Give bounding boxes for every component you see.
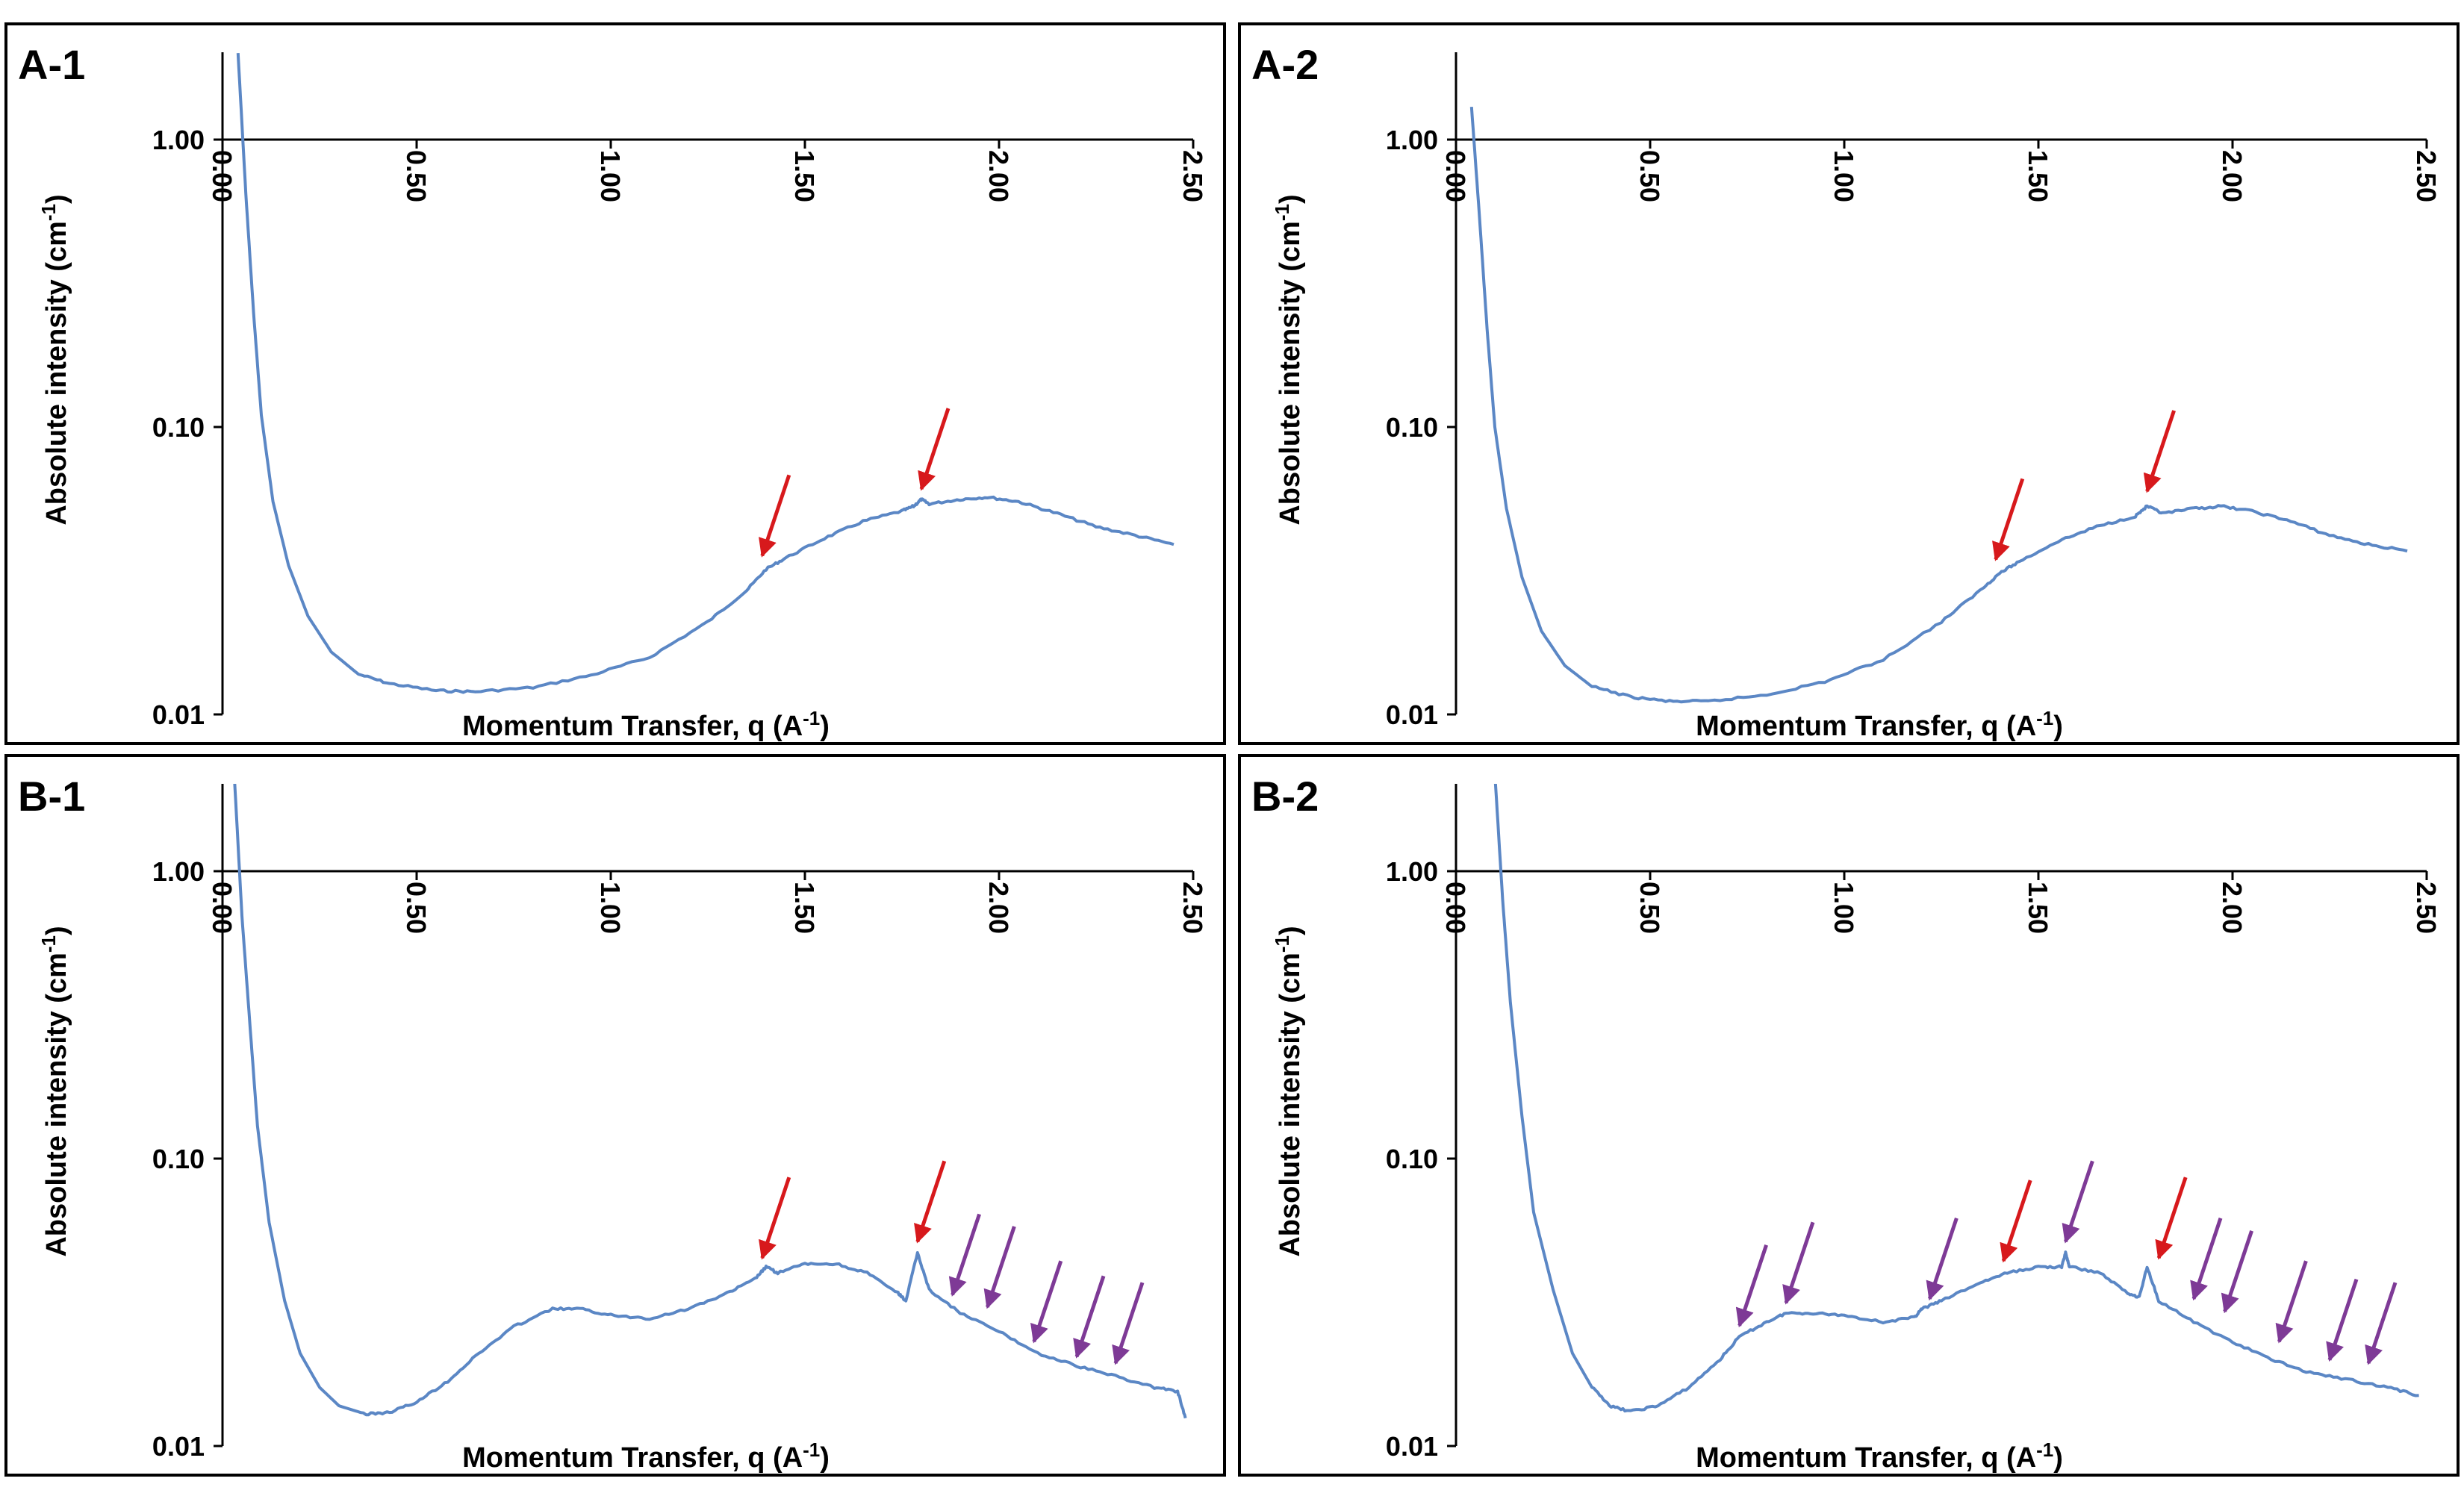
- x-axis-title: Momentum Transfer, q (A-1): [1696, 1439, 2063, 1474]
- panel-a-1: A-1 1.00 0.10 0.01 0.00 0.50 1.00 1.50 2.00 2.50…: [4, 22, 1226, 745]
- annotation-arrow: [1735, 1244, 1768, 1328]
- x-tick-label: 1.50: [789, 150, 820, 202]
- x-tick-label: 0.00: [207, 882, 237, 934]
- x-axis-title: Momentum Transfer, q (A-1): [462, 1439, 830, 1474]
- x-tick-label: 1.00: [1829, 882, 1859, 934]
- y-tick-label: 0.10: [1386, 412, 1438, 443]
- annotation-arrow: [983, 1226, 1016, 1309]
- x-tick-label: 1.00: [595, 150, 626, 202]
- plot-area: 1.00 0.10 0.01 0.00 0.50 1.00 1.50 2.00 2.50: [152, 784, 1208, 1462]
- panel-a-2: A-2 1.00 0.10 0.01 0.00 0.50 1.00 1.50 2.00 2.50…: [1238, 22, 2460, 745]
- annotation-arrow: [914, 1160, 947, 1244]
- y-tick-label: 0.10: [1386, 1144, 1438, 1174]
- x-tick-label: 2.50: [2411, 882, 2442, 934]
- data-series-line: [236, 52, 1175, 694]
- y-axis-title: Absolute intensity (cm-1): [37, 926, 72, 1256]
- annotation-arrow: [2326, 1278, 2359, 1362]
- x-tick-label: 2.50: [1177, 882, 1208, 934]
- x-tick-label: 2.00: [2217, 882, 2247, 934]
- x-tick-label: 2.00: [983, 150, 1014, 202]
- y-tick-label: 1.00: [152, 125, 205, 155]
- x-tick-label: 0.00: [1440, 150, 1471, 202]
- annotation-arrow: [2155, 1177, 2188, 1260]
- annotation-arrow: [2365, 1282, 2398, 1365]
- panel-frame: [4, 754, 1226, 1477]
- annotation-arrow: [759, 1177, 791, 1260]
- annotation-arrow: [2190, 1218, 2223, 1301]
- panel-frame: [1238, 22, 2460, 745]
- annotation-arrow: [2000, 1179, 2032, 1263]
- data-series-line: [233, 784, 1187, 1419]
- x-tick-label: 2.50: [2411, 150, 2442, 202]
- data-series-line: [1469, 106, 2408, 704]
- panel-b-2: B-2 1.00 0.10 0.01 0.00 0.50 1.00 1.50 2.00 2.50…: [1238, 754, 2460, 1477]
- x-tick-label: 1.00: [595, 882, 626, 934]
- annotation-arrow: [1073, 1275, 1106, 1359]
- x-axis-title: Momentum Transfer, q (A-1): [1696, 707, 2063, 742]
- annotation-arrow: [1030, 1260, 1063, 1344]
- x-tick-label: 0.50: [1634, 882, 1665, 934]
- x-tick-label: 1.50: [2023, 882, 2053, 934]
- y-tick-label: 1.00: [1386, 856, 1438, 887]
- x-tick-label: 0.00: [207, 150, 237, 202]
- y-tick-label: 1.00: [1386, 125, 1438, 155]
- annotation-arrow: [1926, 1218, 1959, 1301]
- annotation-arrow: [1992, 478, 2025, 561]
- y-axis-title: Absolute intensity (cm-1): [37, 194, 72, 525]
- plot-area: 1.00 0.10 0.01 0.00 0.50 1.00 1.50 2.00 2.50: [1386, 52, 2442, 730]
- x-tick-label: 0.00: [1440, 882, 1471, 934]
- y-tick-label: 0.10: [152, 1144, 205, 1174]
- annotation-arrow: [2062, 1160, 2094, 1244]
- panel-label: B-2: [1251, 773, 1319, 820]
- annotation-arrow: [918, 408, 951, 491]
- x-tick-label: 1.50: [2023, 150, 2053, 202]
- y-tick-label: 1.00: [152, 856, 205, 887]
- annotation-arrow: [1112, 1282, 1145, 1365]
- panel-label: A-2: [1251, 41, 1319, 88]
- annotation-arrow: [948, 1213, 981, 1297]
- x-tick-label: 1.00: [1829, 150, 1859, 202]
- y-tick-label: 0.01: [1386, 1431, 1438, 1462]
- annotation-arrow: [1782, 1221, 1815, 1305]
- y-tick-label: 0.01: [152, 1431, 205, 1462]
- annotation-arrow: [2275, 1260, 2308, 1344]
- y-tick-label: 0.10: [152, 412, 205, 443]
- panel-frame: [1238, 754, 2460, 1477]
- y-tick-label: 0.01: [152, 699, 205, 730]
- panel-label: B-1: [18, 773, 85, 820]
- y-tick-label: 0.01: [1386, 699, 1438, 730]
- annotation-arrow: [2221, 1230, 2253, 1314]
- x-axis-title: Momentum Transfer, q (A-1): [462, 707, 830, 742]
- x-tick-label: 1.50: [789, 882, 820, 934]
- x-tick-label: 2.00: [983, 882, 1014, 934]
- plot-area: 1.00 0.10 0.01 0.00 0.50 1.00 1.50 2.00 2.50: [152, 52, 1208, 730]
- y-axis-title: Absolute intensity (cm-1): [1271, 926, 1306, 1256]
- x-tick-label: 2.00: [2217, 150, 2247, 202]
- plot-area: 1.00 0.10 0.01 0.00 0.50 1.00 1.50 2.00 2.50: [1386, 784, 2442, 1462]
- x-tick-label: 0.50: [401, 882, 432, 934]
- annotation-arrow: [759, 474, 791, 558]
- x-tick-label: 0.50: [401, 150, 432, 202]
- x-tick-label: 2.50: [1177, 150, 1208, 202]
- annotation-arrow: [2143, 410, 2176, 493]
- panel-b-1: B-1 1.00 0.10 0.01 0.00 0.50 1.00 1.50 2.00 2.50…: [4, 754, 1226, 1477]
- panel-frame: [4, 22, 1226, 745]
- panel-label: A-1: [18, 41, 85, 88]
- y-axis-title: Absolute intensity (cm-1): [1271, 194, 1306, 525]
- x-tick-label: 0.50: [1634, 150, 1665, 202]
- data-series-line: [1493, 784, 2419, 1413]
